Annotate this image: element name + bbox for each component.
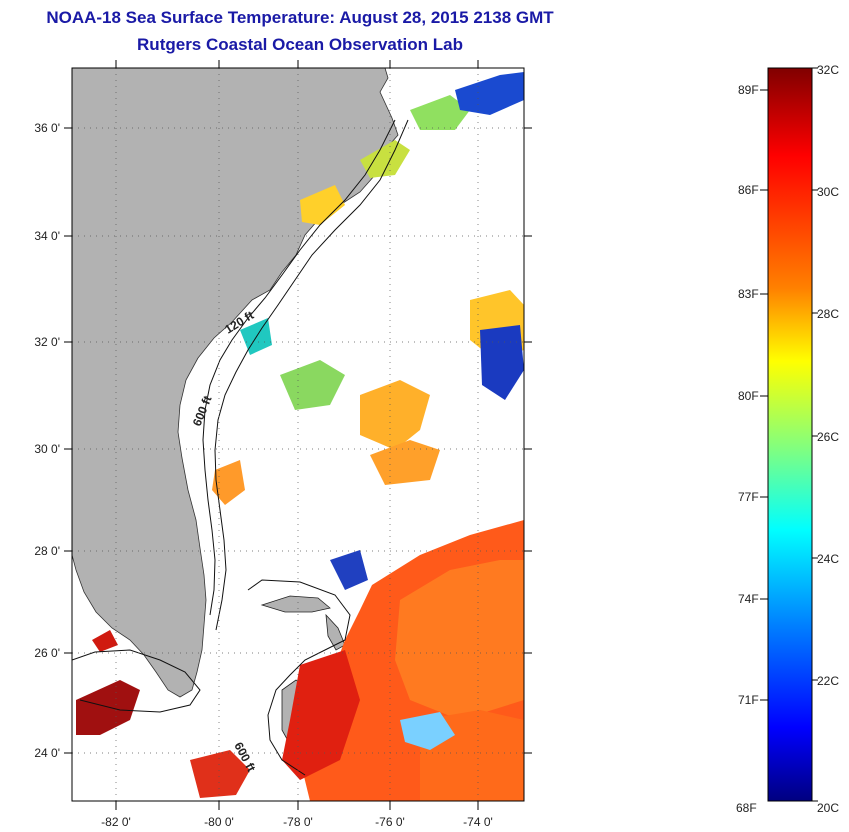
map-title: NOAA-18 Sea Surface Temperature: August … bbox=[46, 8, 554, 27]
lon-label: -74 0' bbox=[463, 815, 493, 829]
graticule bbox=[72, 68, 524, 801]
colorbar-c-label: 26C bbox=[817, 430, 839, 444]
lat-label: 30 0' bbox=[34, 442, 60, 456]
colorbar-ticks bbox=[760, 67, 818, 802]
colorbar-c-label: 30C bbox=[817, 185, 839, 199]
sst-data-layer bbox=[76, 72, 524, 801]
land-abaco bbox=[325, 613, 346, 651]
lat-label: 34 0' bbox=[34, 229, 60, 243]
colorbar-c-label: 24C bbox=[817, 552, 839, 566]
colorbar bbox=[767, 67, 813, 802]
colorbar-f-label: 83F bbox=[738, 287, 759, 301]
colorbar-f-label: 74F bbox=[738, 592, 759, 606]
contour-600ft bbox=[214, 119, 409, 631]
lat-label: 32 0' bbox=[34, 335, 60, 349]
lat-label: 26 0' bbox=[34, 646, 60, 660]
colorbar-c-label: 32C bbox=[817, 63, 839, 77]
colorbar-f-label: 71F bbox=[738, 693, 759, 707]
colorbar-c-label: 22C bbox=[817, 674, 839, 688]
colorbar-f-label: 89F bbox=[738, 83, 759, 97]
colorbar-c-label: 28C bbox=[817, 307, 839, 321]
lon-label: -78 0' bbox=[283, 815, 313, 829]
axis-ticks bbox=[64, 60, 532, 810]
lat-label: 24 0' bbox=[34, 746, 60, 760]
contour-cuba-shelf bbox=[72, 649, 201, 713]
land-grand-bahama bbox=[260, 595, 331, 613]
lat-label: 36 0' bbox=[34, 121, 60, 135]
lon-label: -76 0' bbox=[375, 815, 405, 829]
lat-label: 28 0' bbox=[34, 544, 60, 558]
lon-label: -80 0' bbox=[204, 815, 234, 829]
lon-label: -82 0' bbox=[101, 815, 131, 829]
contour-600ft-bahamas bbox=[247, 579, 351, 776]
colorbar-f-label: 86F bbox=[738, 183, 759, 197]
colorbar-f-label: 77F bbox=[738, 490, 759, 504]
colorbar-c-label: 20C bbox=[817, 801, 839, 815]
map-subtitle: Rutgers Coastal Ocean Observation Lab bbox=[137, 35, 463, 54]
contour-120ft bbox=[202, 119, 396, 616]
colorbar-f-label: 80F bbox=[738, 389, 759, 403]
colorbar-f-label: 68F bbox=[736, 801, 757, 815]
